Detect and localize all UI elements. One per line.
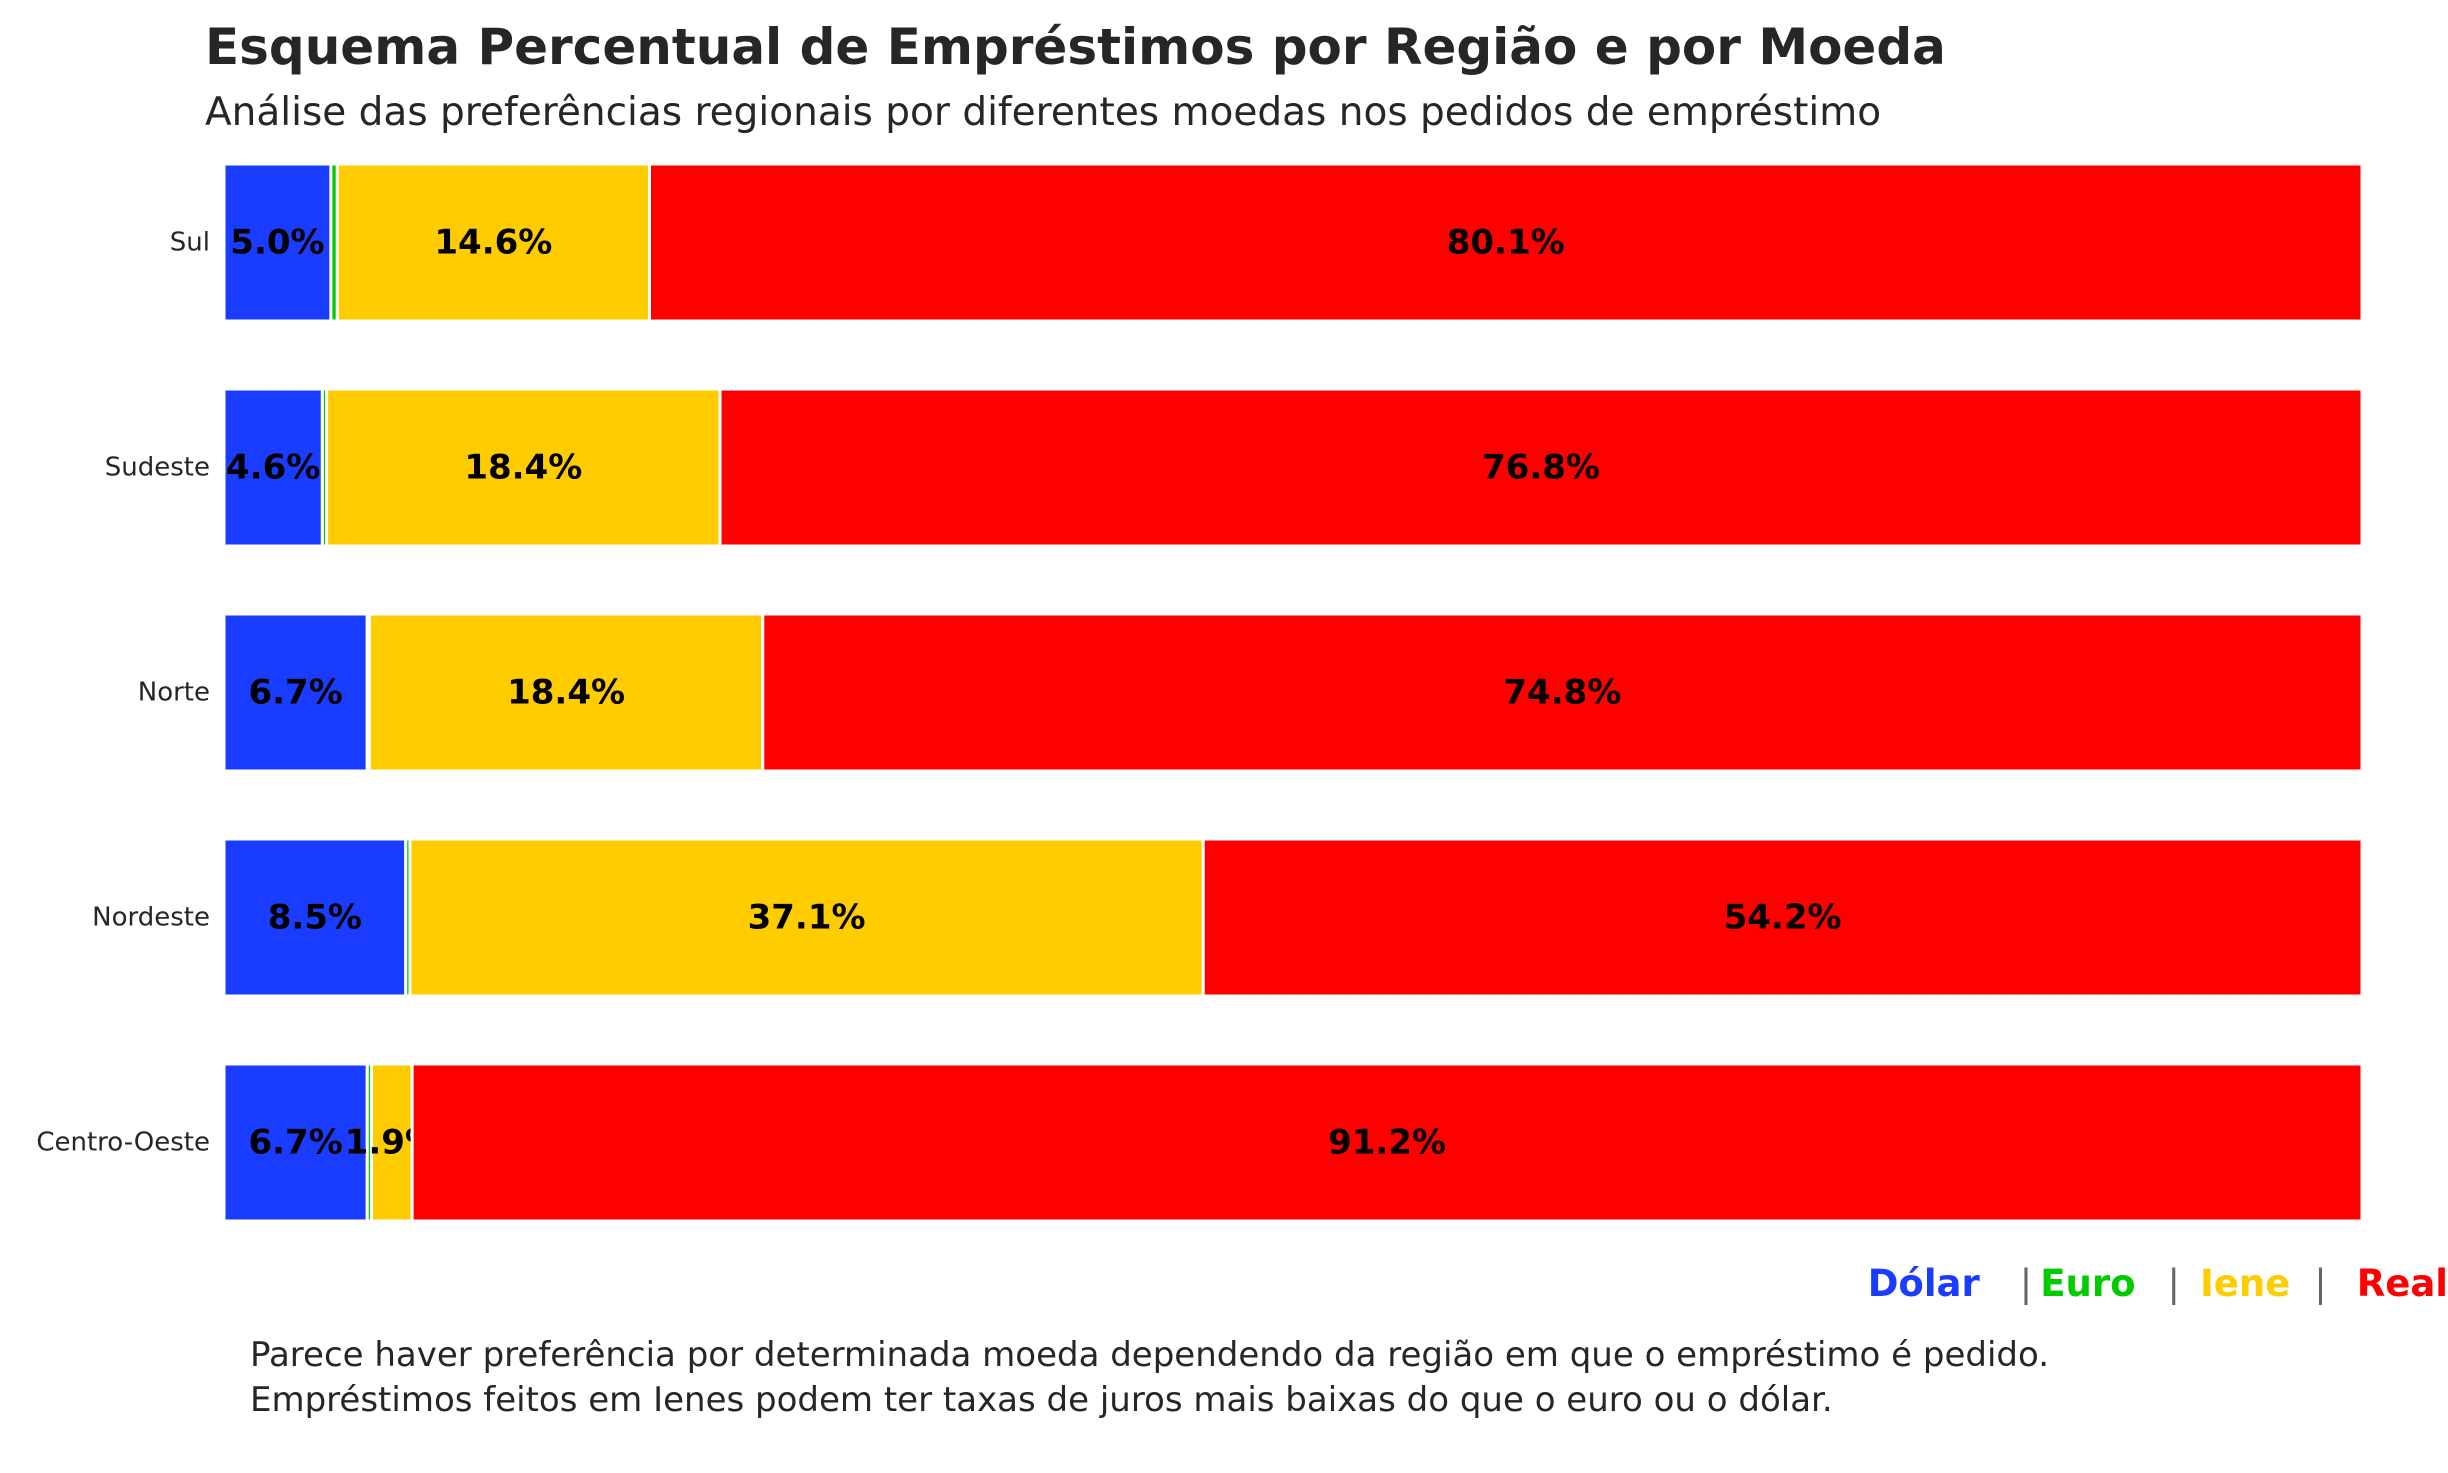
bar-sudeste-dolar [222,387,324,548]
data-label-norte-dolar: 6.7% [248,673,342,713]
data-label-nordeste-dolar: 8.5% [268,898,362,938]
chart-subtitle: Análise das preferências regionais por d… [205,90,1882,135]
data-label-sudeste-iene: 18.4% [464,448,582,488]
legend-item-iene: Iene [2199,1262,2291,1305]
footnote-line-1: Parece haver preferência por determinada… [250,1335,2050,1375]
data-label-nordeste-iene: 37.1% [748,898,866,938]
data-label-sudeste-dolar: 4.6% [226,448,320,488]
bar-sul-iene [335,162,651,323]
bar-centro-oeste-iene [370,1062,414,1223]
data-label-sudeste-real: 76.8% [1482,448,1600,488]
bar-nordeste-dolar [222,837,408,998]
legend-item-dolar: Dólar [1867,1262,1980,1305]
footnote-line-2: Empréstimos feitos em Ienes podem ter ta… [250,1380,1833,1420]
legend-item-real: Real [2356,1262,2448,1305]
y-tick-label-nordeste: Nordeste [92,903,210,933]
data-label-sul-real: 80.1% [1447,223,1565,263]
bar-sudeste-real [718,387,2364,548]
data-label-centro-oeste-dolar: 6.7% [248,1123,342,1163]
data-label-norte-iene: 18.4% [507,673,625,713]
data-label-sul-iene: 14.6% [434,223,552,263]
y-tick-label-sul: Sul [170,228,210,258]
bar-centro-oeste-real [410,1062,2364,1223]
bar-sul-dolar [222,162,333,323]
data-label-sul-dolar: 5.0% [230,223,324,263]
data-label-nordeste-real: 54.2% [1724,898,1842,938]
legend-item-euro: Euro [2040,1262,2136,1305]
legend-separator: | [2314,1262,2327,1305]
chart-title: Esquema Percentual de Empréstimos por Re… [205,18,1946,76]
data-label-centro-oeste-real: 91.2% [1328,1123,1446,1163]
legend-separator: | [2167,1262,2180,1305]
bar-sudeste-iene [325,387,722,548]
legend: Dólar | Euro | Iene | Real [1868,1262,2448,1305]
bar-nordeste-real [1201,837,2364,998]
bar-nordeste-iene [408,837,1205,998]
bar-sul-real [647,162,2364,323]
stacked-bar-chart: Sul 5.0% 14.6% 80.1% Sudeste 4.6% 18.4% 76.8% No… [36,162,2364,1223]
y-tick-label-norte: Norte [138,678,210,708]
y-tick-label-sudeste: Sudeste [105,453,210,483]
data-label-norte-real: 74.8% [1503,673,1621,713]
legend-separator: | [2019,1262,2033,1305]
y-tick-label-centro-oeste: Centro-Oeste [36,1128,210,1158]
bar-norte-real [761,612,2364,773]
